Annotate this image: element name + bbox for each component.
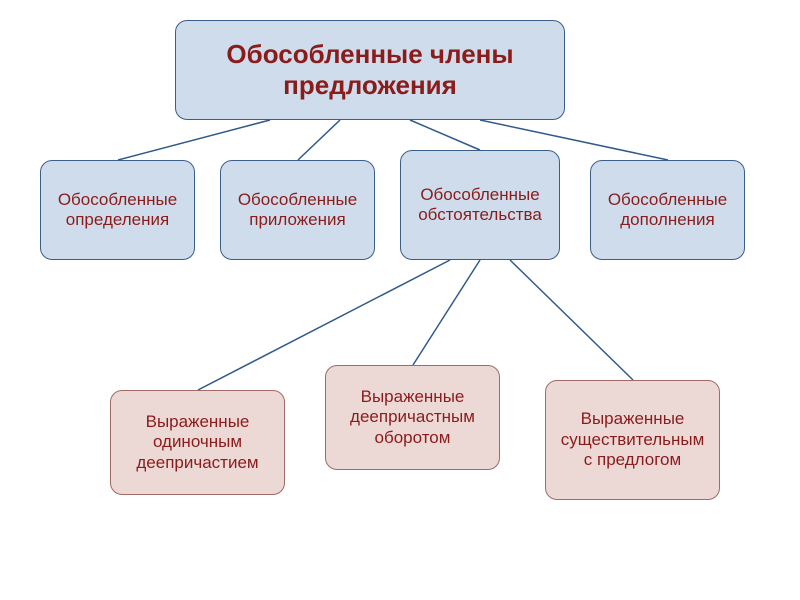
node-applications: Обособленные приложения — [220, 160, 375, 260]
node-applications-label: Обособленные приложения — [231, 190, 364, 231]
node-root-label: Обособленные члены предложения — [186, 39, 554, 101]
node-circumstances-label: Обособленные обстоятельства — [411, 185, 549, 226]
node-definitions: Обособленные определения — [40, 160, 195, 260]
node-noun-preposition: Выраженные существительным с предлогом — [545, 380, 720, 500]
diagram-canvas: Обособленные члены предложения Обособлен… — [0, 0, 800, 600]
node-gerund-phrase-label: Выраженные деепричастным оборотом — [336, 387, 489, 448]
node-circumstances: Обособленные обстоятельства — [400, 150, 560, 260]
node-additions-label: Обособленные дополнения — [601, 190, 734, 231]
node-definitions-label: Обособленные определения — [51, 190, 184, 231]
node-single-gerund-label: Выраженные одиночным деепричастием — [121, 412, 274, 473]
node-noun-preposition-label: Выраженные существительным с предлогом — [556, 409, 709, 470]
node-single-gerund: Выраженные одиночным деепричастием — [110, 390, 285, 495]
node-additions: Обособленные дополнения — [590, 160, 745, 260]
node-root: Обособленные члены предложения — [175, 20, 565, 120]
node-gerund-phrase: Выраженные деепричастным оборотом — [325, 365, 500, 470]
